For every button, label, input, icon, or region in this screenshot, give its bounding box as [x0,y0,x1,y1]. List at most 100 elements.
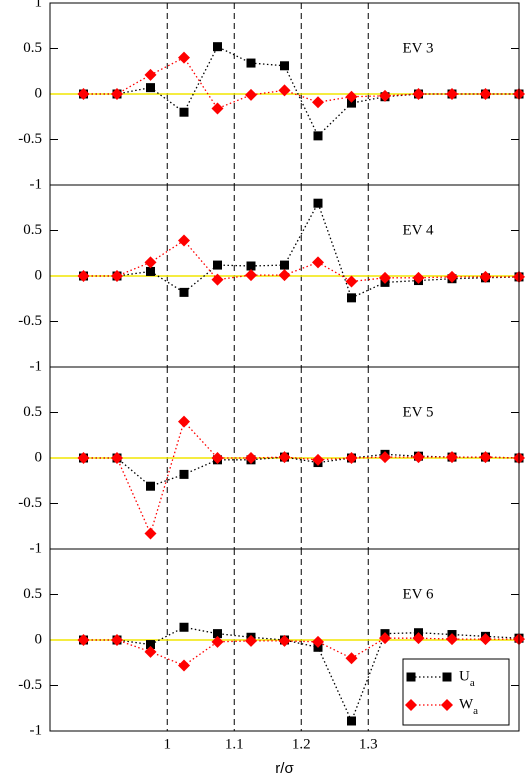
marker [144,68,157,81]
marker [144,645,157,658]
marker [178,234,190,247]
marker [77,88,90,100]
marker [179,107,189,117]
marker [245,452,257,464]
marker [313,131,323,141]
series-line [83,453,520,487]
marker [278,451,291,464]
marker [77,452,90,464]
marker [144,256,157,269]
marker [278,84,291,97]
y-tick-label: 0.5 [23,586,42,602]
marker [446,451,458,464]
marker [179,622,189,632]
marker [179,287,189,297]
marker [479,88,492,100]
marker [345,452,358,464]
marker [446,270,458,283]
marker [479,451,492,464]
y-tick-label: -1 [30,540,43,556]
y-tick-label: 0 [35,449,43,465]
marker [178,659,190,672]
series-line [83,201,520,299]
marker [313,198,323,208]
marker [245,634,257,647]
y-tick-label: 0.5 [23,40,42,56]
marker [312,635,324,648]
y-tick-label: -1 [30,176,43,192]
y-tick-label: -0.5 [18,313,42,329]
marker [146,83,155,93]
x-tick-label: 1.3 [359,736,378,752]
marker [379,89,391,102]
legend-marker [405,699,417,711]
marker [245,88,257,101]
marker [347,98,356,108]
x-tick-label: 1.2 [292,736,311,752]
marker [412,451,425,464]
y-tick-label: 0.5 [23,222,42,238]
marker [412,88,425,100]
x-axis-label: r/σ [275,760,294,777]
x-tick-label: 1 [164,736,172,752]
marker [211,635,224,648]
plot-frame [49,548,520,732]
marker [379,271,391,284]
marker [278,269,291,282]
series-line [83,626,520,723]
legend-marker [442,672,452,682]
marker [211,273,224,286]
marker [345,275,358,288]
y-tick-label: 0.5 [23,404,42,420]
panel-title: EV 3 [403,40,434,56]
legend-marker [441,699,453,711]
marker [211,102,224,115]
marker [77,270,90,282]
marker [412,632,425,645]
marker [278,634,291,647]
marker [77,634,90,646]
y-tick-label: 1 [35,0,43,10]
marker [146,640,155,650]
panel-title: EV 5 [403,404,434,420]
y-tick-label: 0 [35,85,43,101]
marker [111,88,123,100]
x-tick-label: 1.1 [225,736,244,752]
y-tick-label: -1 [30,722,43,738]
panel-title: EV 4 [403,222,434,238]
y-tick-label: 0 [35,631,43,647]
marker [379,632,391,645]
marker [211,452,224,464]
marker [111,270,123,282]
legend-marker [406,672,416,682]
marker [178,51,190,64]
marker [412,271,425,284]
marker [479,633,492,646]
marker [446,633,458,646]
marker [213,629,222,639]
y-tick-label: -0.5 [18,131,42,147]
marker [246,58,256,68]
panel-title: EV 6 [403,586,434,602]
marker [446,88,458,100]
marker [280,260,289,270]
marker [479,270,492,283]
marker [312,453,324,466]
series-line [83,239,519,283]
marker [312,256,324,269]
marker [347,716,356,726]
marker [146,481,155,491]
series-line [83,45,519,137]
marker [111,634,123,646]
marker [312,96,324,109]
y-tick-label: 0 [35,267,43,283]
marker [213,260,222,270]
marker [179,469,189,479]
marker [245,269,257,282]
legend-box [402,658,510,726]
y-tick-label: -0.5 [18,677,42,693]
marker [178,415,190,428]
marker [213,42,222,52]
marker [379,451,391,464]
